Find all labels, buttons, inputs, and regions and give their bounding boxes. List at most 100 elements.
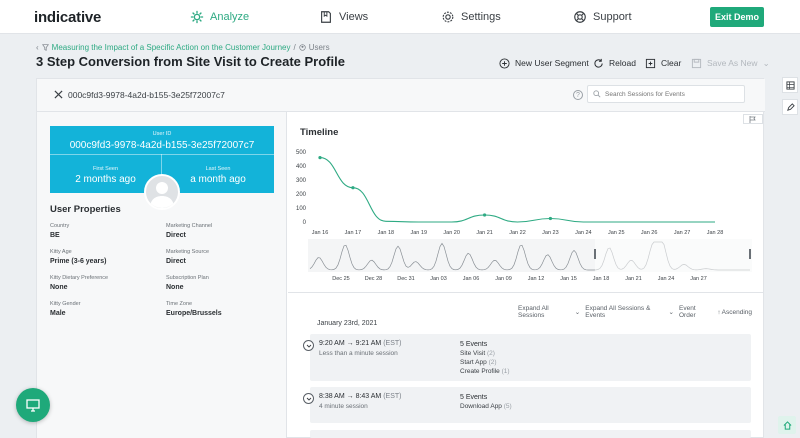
property-value: Prime (3-6 years): [50, 258, 107, 265]
session-time: 9:20 AM → 9:21 AM (EST): [319, 340, 402, 347]
breadcrumb-parent-link[interactable]: Measuring the Impact of a Specific Actio…: [51, 43, 291, 52]
sessions-divider: [288, 292, 764, 293]
top-nav: indicative Analyze Views Settings Suppor…: [0, 0, 800, 34]
data-point[interactable]: [548, 216, 553, 221]
session-time-range: 9:20 AM → 9:21 AM: [319, 340, 382, 347]
y-tick-label: 200: [296, 192, 307, 198]
new-user-segment-button[interactable]: New User Segment: [499, 57, 589, 69]
overview-tick-label: Dec 28: [365, 276, 382, 282]
search-icon: [593, 90, 601, 98]
nav-analyze[interactable]: Analyze: [190, 0, 249, 34]
brush-selection[interactable]: [595, 239, 752, 272]
session-expand-button[interactable]: [303, 340, 314, 351]
reload-button[interactable]: Reload: [593, 57, 636, 69]
x-tick-label: Jan 17: [345, 230, 362, 236]
event-name: Start App: [460, 359, 487, 366]
table-view-button[interactable]: [782, 77, 798, 93]
first-seen-value: 2 months ago: [75, 174, 136, 185]
chevron-down-icon: [306, 344, 311, 348]
x-tick-label: Jan 28: [707, 230, 724, 236]
session-card[interactable]: 9:20 AM → 9:21 AM (EST) Less than a minu…: [303, 334, 751, 381]
x-axis: Jan 16 Jan 17 Jan 18 Jan 19 Jan 20 Jan 21 Jan …: [312, 230, 724, 236]
session-timezone: (EST): [383, 340, 402, 347]
property-key: Subscription Plan: [166, 275, 209, 281]
data-point[interactable]: [482, 213, 487, 217]
y-tick-label: 300: [296, 178, 307, 184]
expand-all-events-button[interactable]: Expand All Sessions & Events ⌄: [585, 305, 674, 319]
session-card[interactable]: 8:38 AM → 8:43 AM (EST) 4 minute session…: [303, 387, 751, 423]
expand-all-sessions-button[interactable]: Expand All Sessions ⌄: [518, 305, 581, 319]
session-expand-button[interactable]: [303, 393, 314, 404]
search-bar: 000c9fd3-9978-4a2d-b155-3e25f72007c7 ?: [37, 79, 765, 112]
page-title: 3 Step Conversion from Site Visit to Cre…: [36, 54, 345, 69]
y-tick-label: 400: [296, 164, 307, 170]
property-subscription-plan: Subscription Plan None: [166, 275, 276, 291]
session-timezone: (EST): [383, 393, 402, 400]
breadcrumb: ‹ Measuring the Impact of a Specific Act…: [36, 43, 330, 52]
user-profile-panel: 000c9fd3-9978-4a2d-b155-3e25f72007c7 ? U…: [36, 78, 765, 438]
reload-label: Reload: [609, 58, 636, 68]
session-search-field[interactable]: [587, 85, 745, 103]
edit-button[interactable]: [782, 99, 798, 115]
expand-all-events-label: Expand All Sessions & Events: [585, 305, 651, 319]
x-tick-label: Jan 22: [509, 230, 526, 236]
logo[interactable]: indicative: [34, 9, 102, 26]
data-point[interactable]: [318, 156, 322, 160]
funnel-icon: [41, 44, 49, 51]
y-tick-label: 500: [296, 150, 307, 156]
timeline-title: Timeline: [300, 127, 339, 138]
overview-tick-label: Jan 12: [528, 276, 545, 282]
expand-all-sessions-label: Expand All Sessions: [518, 305, 549, 319]
x-tick-label: Jan 16: [312, 230, 329, 236]
data-point[interactable]: [351, 186, 355, 190]
nav-views[interactable]: Views: [319, 0, 368, 34]
event-count: (2): [486, 350, 495, 357]
event-name: Site Visit: [460, 350, 486, 357]
assistant-fab-button[interactable]: [16, 388, 50, 422]
event-order-label: Event Order: [679, 305, 696, 319]
session-time: 8:38 AM → 8:43 AM (EST): [319, 393, 402, 400]
book-icon: [321, 11, 331, 23]
event-count: (5): [503, 403, 512, 410]
property-value: Direct: [166, 232, 186, 239]
brush-handle-left[interactable]: [594, 249, 596, 259]
y-axis: 500 400 300 200 100 0: [296, 150, 307, 226]
x-tick-label: Jan 20: [443, 230, 460, 236]
exit-demo-button[interactable]: Exit Demo: [710, 7, 764, 27]
session-duration: 4 minute session: [319, 403, 368, 410]
events-count: 5 Events: [460, 341, 488, 348]
scroll-top-button[interactable]: [778, 416, 796, 434]
nav-settings[interactable]: Settings: [441, 0, 501, 34]
event-item: Site Visit (2): [460, 349, 510, 358]
sessions-toolbar: Expand All Sessions ⌄ Expand All Sessions…: [518, 305, 752, 319]
y-tick-label: 0: [303, 220, 307, 226]
x-tick-label: Jan 24: [575, 230, 592, 236]
session-duration: Less than a minute session: [319, 350, 398, 357]
timeline-column: Timeline 500 400 300 200 100 0 Jan 16 Jan 17 Ja…: [288, 112, 764, 438]
property-key: Kitty Dietary Preference: [50, 275, 109, 281]
overview-tick-label: Dec 25: [332, 276, 349, 282]
help-icon[interactable]: ?: [573, 90, 583, 100]
overview-tick-label: Jan 15: [560, 276, 577, 282]
chevron-down-icon: ⌄: [762, 57, 770, 68]
chevron-left-icon[interactable]: ‹: [36, 43, 39, 52]
selected-user-id: 000c9fd3-9978-4a2d-b155-3e25f72007c7: [68, 90, 225, 100]
nav-settings-label: Settings: [461, 11, 501, 23]
event-item: Start App (2): [460, 358, 510, 367]
session-events: 5 Events Site Visit (2) Start App (2) Cr…: [460, 340, 510, 376]
search-input[interactable]: [605, 90, 740, 98]
plus-circle-icon: [499, 57, 510, 69]
session-card[interactable]: [310, 430, 751, 438]
events-count: 5 Events: [460, 394, 488, 401]
brush-handle-right[interactable]: [749, 249, 751, 259]
nav-support[interactable]: Support: [573, 0, 632, 34]
annotation-flag-button[interactable]: [743, 114, 763, 124]
clear-button[interactable]: Clear: [645, 57, 681, 69]
close-icon[interactable]: [54, 90, 63, 99]
save-as-new-button[interactable]: Save As New ⌄: [691, 57, 770, 69]
property-key: Country: [50, 223, 70, 229]
property-value: None: [50, 284, 68, 291]
property-key: Marketing Channel: [166, 223, 213, 229]
sort-ascending-button[interactable]: ↑ Ascending: [717, 305, 752, 319]
